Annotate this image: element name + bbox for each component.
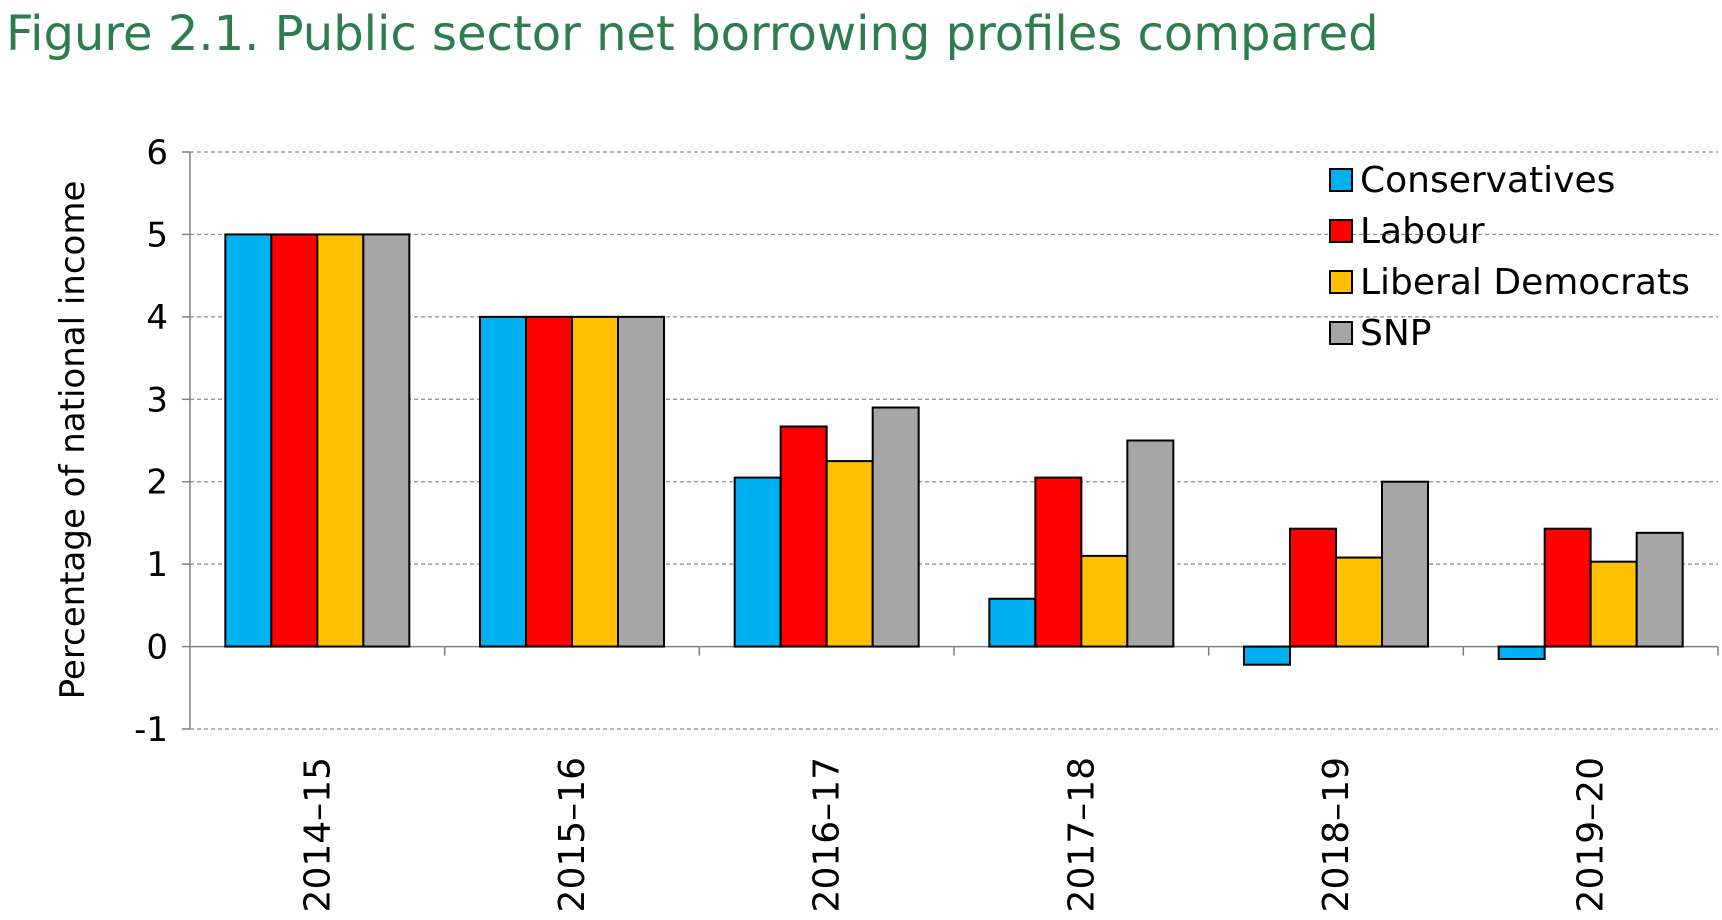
- legend-label: Conservatives: [1360, 160, 1615, 201]
- bar-snp: [1381, 480, 1429, 648]
- legend-swatch-labour: [1329, 219, 1353, 243]
- bar-liberal-democrats: [1335, 556, 1383, 648]
- bar-labour: [1034, 476, 1083, 648]
- legend-swatch-snp: [1329, 321, 1353, 345]
- legend-label: Labour: [1360, 211, 1485, 252]
- y-tick-label: 3: [146, 380, 168, 420]
- gridlines: [190, 151, 1718, 730]
- bar-liberal-democrats: [571, 315, 619, 648]
- x-tick-label: 2015–16: [552, 757, 593, 912]
- bar-liberal-democrats: [1080, 554, 1129, 648]
- legend-swatch-liberal-democrats: [1329, 270, 1353, 294]
- bar-labour: [270, 233, 319, 648]
- bar-conservatives: [479, 315, 527, 648]
- bar-labour: [1543, 527, 1592, 648]
- bar-labour: [1289, 527, 1337, 648]
- bar-liberal-democrats: [825, 460, 874, 648]
- y-tick-label: -1: [134, 710, 168, 750]
- bar-snp: [617, 315, 665, 648]
- bar-labour: [525, 315, 573, 648]
- y-tick-label: 0: [146, 628, 168, 668]
- x-tick-label: 2018–19: [1316, 757, 1357, 912]
- y-tick-label: 1: [146, 545, 168, 585]
- axes: [182, 151, 1719, 730]
- y-tick-label: 5: [146, 215, 168, 255]
- bar-conservatives: [224, 233, 273, 648]
- legend-label: Liberal Democrats: [1360, 262, 1690, 303]
- bar-conservatives: [988, 597, 1037, 648]
- y-axis-label: Percentage of national income: [53, 181, 93, 700]
- legend-label: SNP: [1360, 313, 1432, 354]
- bar-conservatives: [1243, 645, 1291, 666]
- bars: [224, 233, 1684, 666]
- legend-swatch-conservatives: [1329, 168, 1353, 192]
- y-tick-labels: -1 0 1 2 3 4 5 6: [134, 133, 168, 750]
- y-tick-label: 6: [146, 133, 168, 173]
- x-tick-label: 2016–17: [807, 757, 848, 912]
- y-tick-label: 4: [146, 298, 168, 338]
- x-tick-label: 2014–15: [297, 757, 338, 912]
- bar-snp: [871, 406, 920, 648]
- bar-snp: [1635, 531, 1684, 648]
- bar-liberal-democrats: [1589, 560, 1638, 648]
- y-tick-label: 2: [146, 463, 168, 503]
- bar-liberal-democrats: [316, 233, 365, 648]
- category-labels: 2014–15 2015–16 2016–17 2017–18 2018–19 2019–…: [297, 757, 1611, 912]
- bar-conservatives: [1497, 645, 1546, 660]
- bar-snp: [362, 233, 411, 648]
- figure-title: Figure 2.1. Public sector net borrowing …: [6, 6, 1379, 62]
- bar-labour: [779, 425, 828, 648]
- bar-conservatives: [733, 476, 782, 648]
- legend: Conservatives Labour Liberal Democrats SNP: [1329, 160, 1690, 354]
- x-tick-label: 2017–18: [1061, 757, 1102, 912]
- bar-snp: [1126, 439, 1175, 648]
- x-tick-label: 2019–20: [1571, 757, 1612, 912]
